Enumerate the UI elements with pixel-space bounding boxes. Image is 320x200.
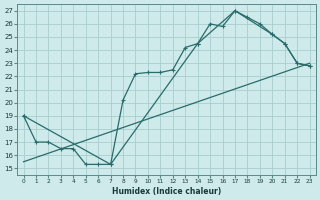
X-axis label: Humidex (Indice chaleur): Humidex (Indice chaleur) — [112, 187, 221, 196]
